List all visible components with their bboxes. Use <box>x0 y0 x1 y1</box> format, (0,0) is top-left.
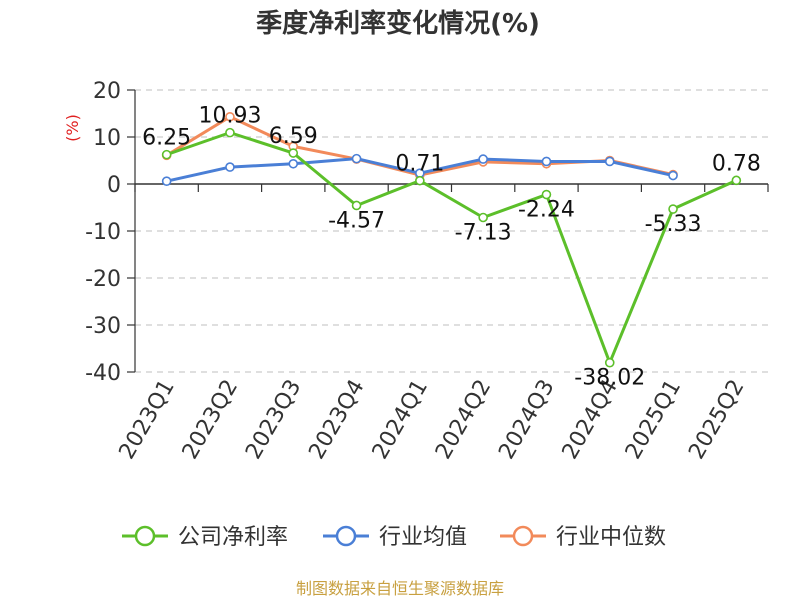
data-point <box>288 158 299 169</box>
y-axis-unit-label: (%) <box>63 114 82 142</box>
data-point <box>225 162 235 172</box>
data-label: 0.78 <box>712 151 761 176</box>
legend-marker <box>512 525 534 547</box>
data-label: 10.93 <box>198 104 261 129</box>
data-point <box>668 170 678 181</box>
legend-label: 公司净利率 <box>178 525 288 550</box>
data-label: 6.25 <box>142 126 191 151</box>
chart-title: 季度净利率变化情况(%) <box>256 8 540 39</box>
data-point <box>161 149 172 160</box>
data-label: -7.13 <box>455 221 512 246</box>
data-point <box>225 127 235 138</box>
data-point <box>604 156 615 167</box>
x-tick-label: 2023Q1 <box>115 376 180 464</box>
y-tick-label: 20 <box>93 79 121 104</box>
x-tick-label: 2025Q2 <box>684 376 749 464</box>
data-labels: 6.25 10.93 6.59 -4.57 0.71 -7.13-2.24 -38.02 -5… <box>142 104 761 391</box>
y-tick-label: -40 <box>85 361 121 386</box>
data-point <box>351 153 362 164</box>
x-tick-label: 2024Q3 <box>494 376 559 464</box>
y-tick-label: -30 <box>85 314 121 339</box>
data-point <box>478 212 488 223</box>
data-label: 0.71 <box>395 152 444 177</box>
source-note: 制图数据来自恒生聚源数据库 <box>296 579 504 598</box>
data-point <box>731 175 742 186</box>
series-line <box>166 131 737 365</box>
data-point <box>478 154 488 164</box>
y-tick-label: 10 <box>93 126 121 151</box>
data-point <box>415 175 425 186</box>
data-label: -5.33 <box>645 212 702 237</box>
data-point <box>541 156 552 167</box>
legend-marker <box>335 525 357 547</box>
x-tick-label: 2024Q1 <box>368 375 433 463</box>
legend-label: 行业均值 <box>379 525 467 550</box>
x-tick-label: 2024Q2 <box>431 376 496 464</box>
data-point <box>288 148 299 158</box>
y-tick-label: 0 <box>107 173 121 198</box>
data-point <box>161 176 172 186</box>
data-label: -2.24 <box>518 198 575 223</box>
data-label: -38.02 <box>574 366 645 391</box>
data-point <box>604 357 615 368</box>
data-label: 6.59 <box>269 124 318 149</box>
series-lines <box>161 111 742 368</box>
x-tick-label: 2023Q2 <box>178 376 243 464</box>
x-tick-label: 2023Q3 <box>241 376 306 464</box>
data-point <box>225 111 235 122</box>
data-point <box>668 204 678 214</box>
x-tick-label: 2023Q4 <box>304 376 369 464</box>
data-label: -4.57 <box>328 208 385 233</box>
y-tick-label: -10 <box>85 220 121 245</box>
data-point <box>351 200 362 211</box>
y-tick-label: -20 <box>85 267 121 292</box>
legend-marker <box>134 525 156 547</box>
data-point <box>541 189 552 200</box>
legend-label: 行业中位数 <box>556 525 666 550</box>
legend: 公司净利率 行业均值 行业中位数 <box>122 525 666 550</box>
